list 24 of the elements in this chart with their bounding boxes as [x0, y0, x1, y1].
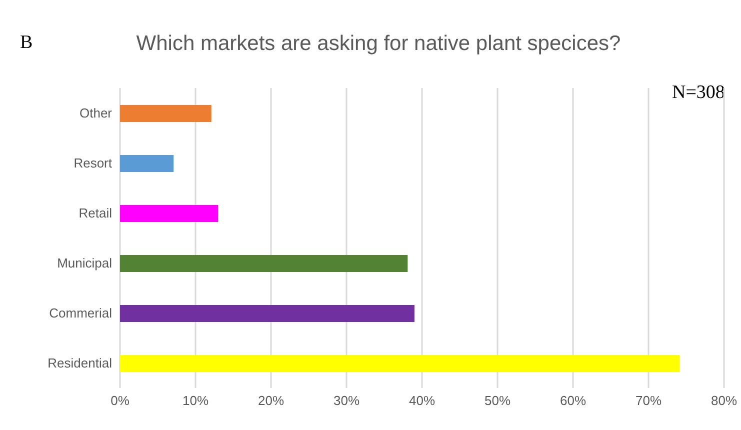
annotation: N=308 — [672, 82, 725, 104]
y-tick-label: Commerial — [49, 306, 112, 321]
x-tick-label: 60% — [560, 393, 586, 408]
x-tick-label: 70% — [635, 393, 662, 408]
bar — [120, 105, 212, 122]
x-tick-label: 50% — [484, 393, 511, 408]
x-tick-label: 40% — [408, 393, 436, 408]
x-tick-label: 10% — [182, 393, 209, 408]
bar — [120, 155, 174, 172]
bar — [120, 355, 680, 372]
bar — [120, 255, 408, 272]
y-tick-label: Other — [79, 106, 113, 121]
bar — [120, 205, 218, 222]
chart-title: Which markets are asking for native plant specices? — [136, 32, 621, 55]
x-tick-label: 0% — [110, 393, 130, 408]
y-tick-label: Resort — [74, 156, 112, 171]
y-tick-label: Municipal — [57, 256, 112, 271]
bar — [120, 305, 414, 322]
x-tick-label: 80% — [710, 393, 738, 408]
y-tick-label: Residential — [48, 356, 112, 371]
x-tick-label: 30% — [333, 393, 360, 408]
text: B — [20, 32, 33, 54]
x-tick-label: 20% — [258, 393, 284, 408]
y-tick-label: Retail — [78, 206, 112, 221]
